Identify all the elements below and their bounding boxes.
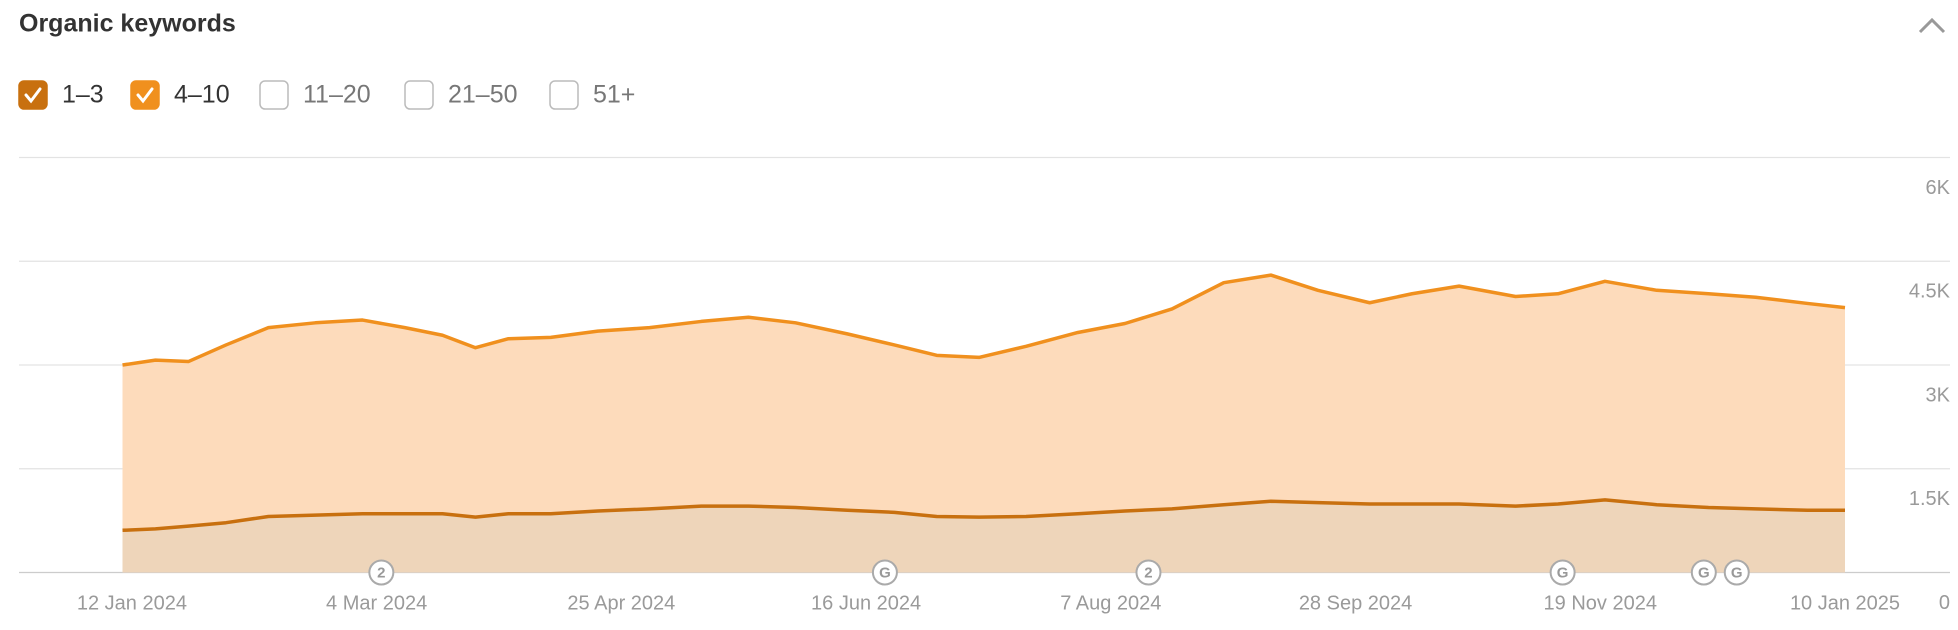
annotation-marker[interactable]: [1549, 559, 1576, 586]
y-tick-label: 4.5K: [1909, 281, 1951, 303]
annotation-marker[interactable]: [871, 559, 898, 586]
x-tick-label: 25 Apr 2024: [567, 592, 675, 614]
legend-label[interactable]: 21–50: [448, 81, 518, 109]
line: [122, 498, 1845, 533]
annotation-label: G: [1731, 564, 1743, 581]
annotation-label: 2: [377, 564, 385, 581]
x-tick-label: 4 Mar 2024: [326, 592, 427, 614]
annotation-label: G: [1698, 564, 1710, 581]
y-tick-label: 0: [1939, 592, 1950, 614]
x-tick-label: 16 Jun 2024: [811, 592, 921, 614]
annotation-label: G: [879, 564, 891, 581]
area: [122, 499, 1845, 573]
y-tick-label: 6K: [1926, 177, 1951, 199]
legend-label[interactable]: 4–10: [174, 81, 230, 109]
x-tick-label: 19 Nov 2024: [1544, 592, 1657, 614]
x-tick-label: 28 Sep 2024: [1299, 592, 1412, 614]
annotation-marker[interactable]: [1135, 559, 1162, 586]
collapse-button[interactable]: [1918, 17, 1946, 34]
annotation-label: 2: [1144, 564, 1152, 581]
checkbox[interactable]: [130, 80, 160, 110]
checkmark: [24, 87, 42, 104]
annotation-marker[interactable]: [1723, 559, 1750, 586]
legend-label[interactable]: 1–3: [62, 81, 104, 109]
x-tick-label: 10 Jan 2025: [1790, 592, 1900, 614]
annotation-marker[interactable]: [368, 559, 395, 586]
chart-title: Organic keywords: [19, 10, 236, 38]
checkbox[interactable]: [404, 80, 434, 110]
x-tick-label: 12 Jan 2024: [77, 592, 187, 614]
y-tick-label: 1.5K: [1909, 488, 1951, 510]
legend-label[interactable]: 51+: [593, 81, 635, 109]
checkbox[interactable]: [549, 80, 579, 110]
annotation-label: G: [1557, 564, 1569, 581]
checkbox[interactable]: [18, 80, 48, 110]
area: [122, 275, 1845, 531]
x-tick-label: 7 Aug 2024: [1060, 592, 1161, 614]
checkmark: [136, 87, 154, 104]
line: [122, 273, 1846, 367]
y-tick-label: 3K: [1926, 384, 1951, 406]
checkbox[interactable]: [259, 80, 289, 110]
annotation-marker[interactable]: [1690, 559, 1717, 586]
legend-label[interactable]: 11–20: [303, 81, 371, 109]
